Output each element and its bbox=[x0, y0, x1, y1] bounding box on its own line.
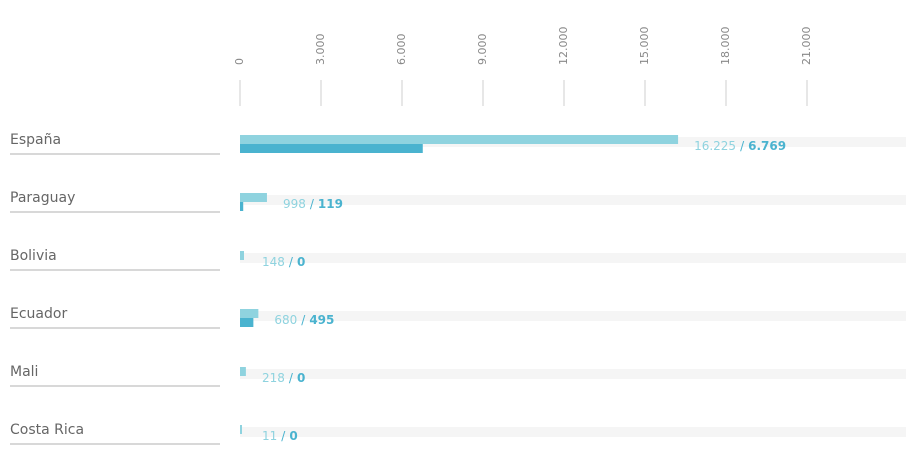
value-label-secondary: 6.769 bbox=[748, 139, 786, 153]
bar bbox=[240, 144, 423, 153]
x-tick-label: 6.000 bbox=[395, 34, 408, 66]
bar bbox=[240, 309, 259, 318]
value-label-secondary: 0 bbox=[297, 371, 305, 385]
bar bbox=[240, 425, 242, 434]
row-track bbox=[240, 369, 906, 379]
x-tick-label: 15.000 bbox=[638, 27, 651, 66]
value-label: 680 /495 bbox=[274, 313, 334, 327]
category-label: España bbox=[10, 132, 61, 148]
value-label-secondary: 0 bbox=[289, 429, 297, 443]
value-label: 218 /0 bbox=[262, 371, 305, 385]
category-label: Ecuador bbox=[10, 306, 67, 322]
value-separator: / bbox=[289, 371, 294, 385]
value-label-primary: 148 bbox=[262, 255, 285, 269]
value-separator: / bbox=[310, 197, 315, 211]
value-label-secondary: 119 bbox=[318, 197, 343, 211]
row-track bbox=[240, 311, 906, 321]
x-tick-label: 12.000 bbox=[557, 27, 570, 66]
x-tick-label: 21.000 bbox=[800, 27, 813, 66]
value-label-primary: 16.225 bbox=[694, 139, 736, 153]
bar bbox=[240, 318, 254, 327]
bar bbox=[240, 135, 679, 144]
bar bbox=[240, 251, 244, 260]
value-separator: / bbox=[281, 429, 286, 443]
value-label: 148 /0 bbox=[262, 255, 305, 269]
category-label: Mali bbox=[10, 364, 38, 380]
value-label-secondary: 0 bbox=[297, 255, 305, 269]
x-tick-label: 18.000 bbox=[719, 27, 732, 66]
value-label: 16.225 /6.769 bbox=[694, 139, 786, 153]
value-label-primary: 218 bbox=[262, 371, 285, 385]
bar bbox=[240, 202, 244, 211]
value-separator: / bbox=[301, 313, 306, 327]
value-label-primary: 680 bbox=[274, 313, 297, 327]
row-track bbox=[240, 253, 906, 263]
value-label: 11 /0 bbox=[262, 429, 298, 443]
bar bbox=[240, 367, 246, 376]
category-label: Costa Rica bbox=[10, 422, 84, 438]
category-label: Paraguay bbox=[10, 190, 75, 206]
value-label-primary: 998 bbox=[283, 197, 306, 211]
bar bbox=[240, 193, 267, 202]
x-tick-label: 9.000 bbox=[476, 34, 489, 66]
row-track bbox=[240, 195, 906, 205]
x-tick-label: 0 bbox=[233, 58, 246, 65]
row-track bbox=[240, 427, 906, 437]
value-label: 998 /119 bbox=[283, 197, 343, 211]
value-label-primary: 11 bbox=[262, 429, 277, 443]
x-tick-label: 3.000 bbox=[314, 34, 327, 66]
category-label: Bolivia bbox=[10, 248, 57, 264]
value-separator: / bbox=[289, 255, 294, 269]
value-label-secondary: 495 bbox=[309, 313, 334, 327]
value-separator: / bbox=[740, 139, 745, 153]
